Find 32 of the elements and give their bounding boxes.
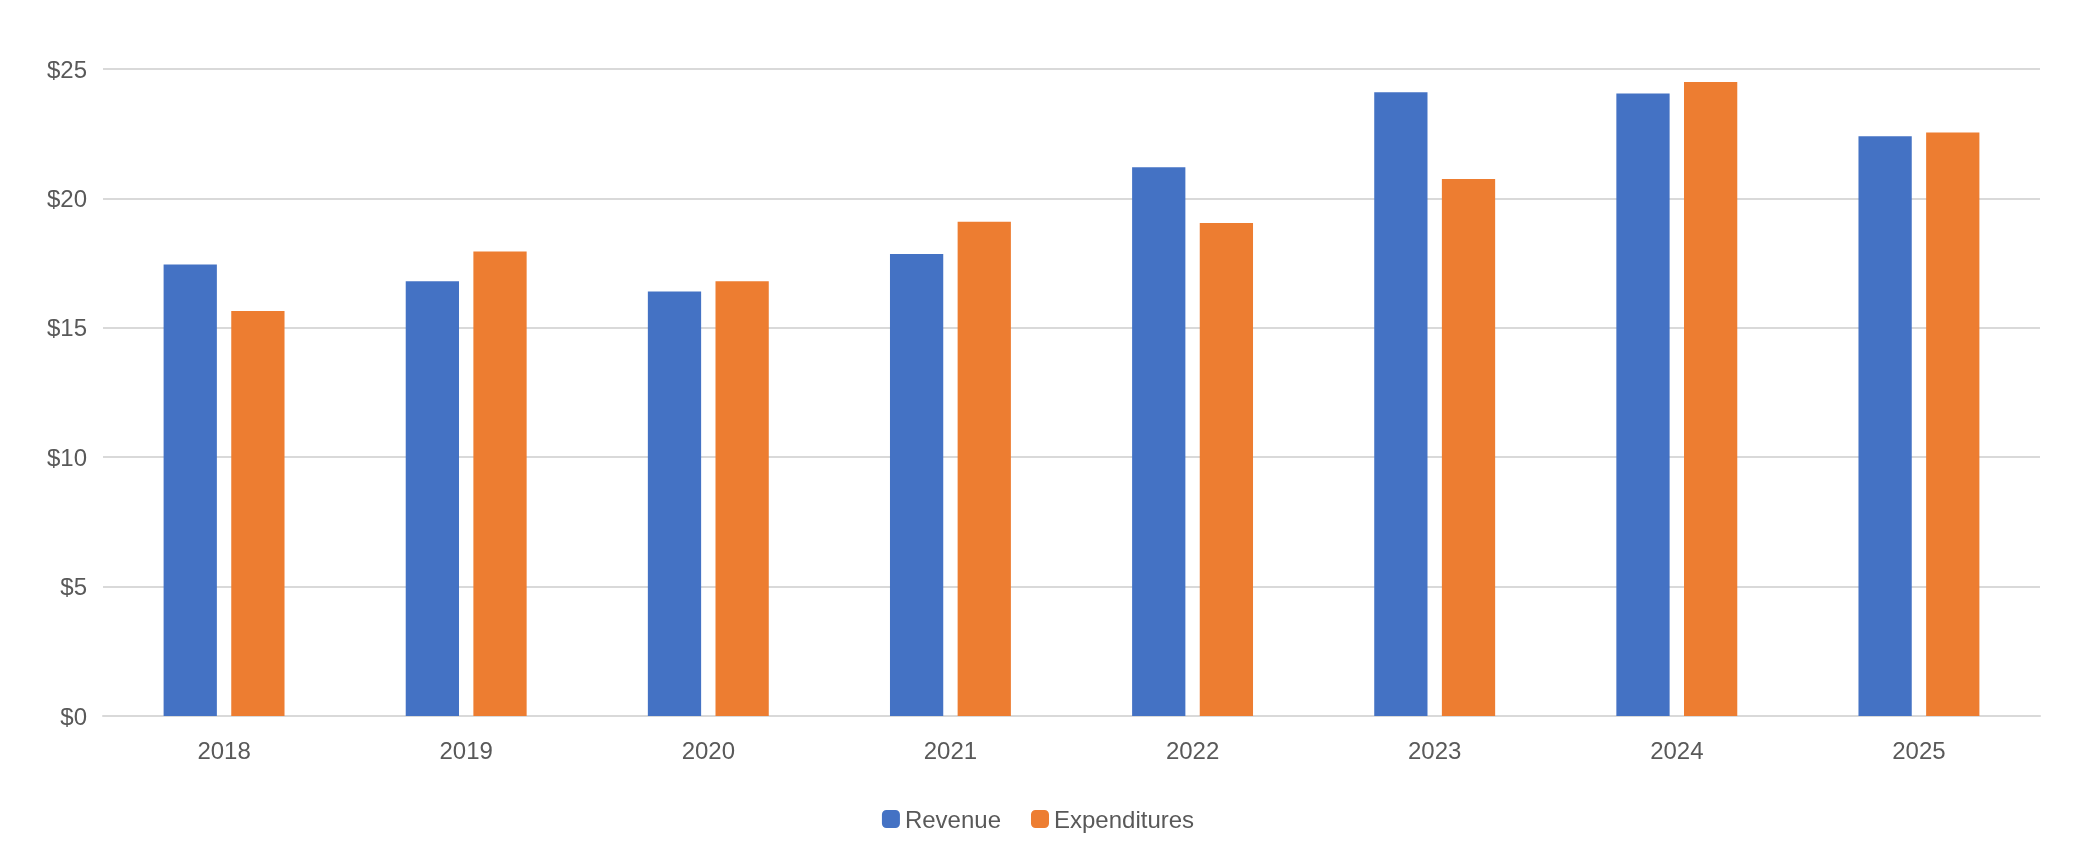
bar [163, 264, 217, 716]
y-tick-label: $20 [46, 184, 87, 212]
bar [647, 291, 702, 716]
bar [1926, 132, 1980, 716]
x-tick-label: 2021 [923, 736, 978, 764]
y-tick-label: $10 [46, 443, 87, 471]
bar [715, 281, 769, 716]
y-tick-label: $0 [60, 702, 87, 730]
x-tick-label: 2020 [681, 736, 736, 764]
bar [405, 281, 459, 716]
y-tick-label: $25 [46, 55, 87, 83]
bar [1441, 178, 1496, 716]
x-tick-label: 2018 [197, 736, 251, 764]
x-tick-label: 2022 [1165, 736, 1220, 764]
x-tick-label: 2025 [1892, 736, 1946, 764]
y-tick-label: $5 [60, 573, 87, 601]
legend-label: Expenditures [1053, 805, 1195, 833]
bar [889, 254, 944, 716]
bar [1858, 136, 1912, 716]
bar [957, 221, 1011, 716]
bar [1616, 93, 1670, 716]
bar [1684, 81, 1738, 716]
legend-label: Revenue [904, 805, 1001, 833]
bar [473, 251, 527, 716]
x-tick-label: 2024 [1650, 736, 1704, 764]
x-tick-label: 2019 [439, 736, 493, 764]
bar [1199, 222, 1254, 716]
x-tick-label: 2023 [1407, 736, 1462, 764]
bar [231, 310, 285, 716]
bar [1132, 167, 1186, 716]
y-tick-label: $15 [46, 314, 87, 342]
bar [1374, 92, 1428, 716]
